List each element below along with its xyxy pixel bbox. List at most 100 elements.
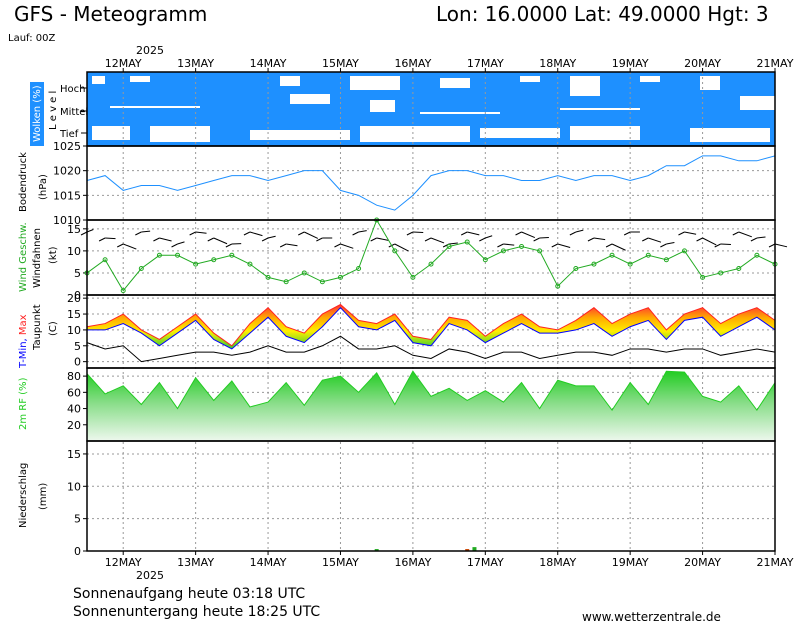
date-label-top: 21MAY bbox=[757, 57, 794, 70]
temperature-ytick-label: 5 bbox=[74, 340, 81, 353]
wind-speed-point bbox=[736, 266, 742, 272]
source-site: www.wetterzentrale.de bbox=[582, 610, 721, 624]
wind-barb bbox=[195, 231, 207, 234]
humidity-ytick-label: 80 bbox=[67, 370, 81, 383]
cloud-gap bbox=[250, 130, 350, 140]
temperature-unit-label: (C) bbox=[48, 321, 59, 336]
wind-barb-feather bbox=[406, 231, 414, 236]
date-label-bottom: 14MAY bbox=[250, 556, 287, 569]
wind-barb bbox=[611, 243, 626, 251]
cloud-gap bbox=[700, 76, 720, 90]
date-label-top: 20MAY bbox=[684, 57, 721, 70]
temperature-band bbox=[87, 304, 775, 349]
wind-barb-feather bbox=[497, 243, 504, 248]
cloud-gap bbox=[570, 126, 640, 140]
wind-speed-point bbox=[283, 279, 289, 285]
wind-barb-feather bbox=[298, 231, 305, 236]
date-label-bottom: 15MAY bbox=[322, 556, 359, 569]
wind-barb bbox=[575, 229, 584, 233]
wind-speed-point bbox=[175, 252, 181, 258]
wind-barb-feather bbox=[225, 243, 233, 248]
wind-barb-feather bbox=[533, 237, 540, 242]
precipitation-ytick-label: 5 bbox=[74, 513, 81, 526]
wind-speed-point bbox=[247, 261, 253, 267]
wind-barb-feather bbox=[80, 231, 88, 236]
wind-barb bbox=[702, 237, 717, 246]
date-label-top: 13MAY bbox=[177, 57, 214, 70]
precip-bar bbox=[472, 547, 477, 551]
pressure-ytick-label: 1025 bbox=[53, 140, 81, 153]
sunrise-text: Sonnenaufgang heute 03:18 UTC bbox=[73, 586, 306, 602]
wind-speed-point bbox=[718, 270, 724, 276]
wind-speed-point bbox=[211, 257, 217, 263]
wind-ytick-label: 0 bbox=[74, 289, 81, 302]
wind-speed-point bbox=[428, 261, 434, 267]
wind-barb-feather bbox=[171, 243, 178, 248]
cloud-gap bbox=[370, 100, 395, 112]
cloud-level-axis-label: L e v e l bbox=[48, 91, 59, 130]
wind-barb bbox=[177, 241, 185, 245]
date-label-bottom: 20MAY bbox=[684, 556, 721, 569]
wind-barb bbox=[430, 237, 445, 244]
wind-barb bbox=[286, 243, 298, 247]
cloud-gap bbox=[420, 112, 500, 114]
wind-speed-point bbox=[319, 279, 325, 285]
wind-barb-feather bbox=[605, 243, 613, 248]
cloud-gap bbox=[92, 126, 130, 140]
wind-barb-feather bbox=[135, 231, 142, 236]
wind-barb bbox=[774, 243, 788, 248]
wind-barb-feather bbox=[424, 237, 432, 242]
wind-barb bbox=[666, 242, 675, 245]
wind-speed-point bbox=[681, 248, 687, 254]
date-label-top: 19MAY bbox=[612, 57, 649, 70]
wind-speed-point bbox=[301, 270, 307, 276]
temperature-ytick-label: 0 bbox=[74, 356, 81, 369]
date-label-top: 18MAY bbox=[539, 57, 576, 70]
wind-barb bbox=[684, 231, 697, 235]
wind-barb bbox=[123, 243, 137, 250]
date-label-bottom: 18MAY bbox=[539, 556, 576, 569]
wind-barb-feather bbox=[750, 237, 758, 242]
humidity-ylabel: 2m RF (%) bbox=[18, 377, 29, 430]
precipitation-ytick-label: 10 bbox=[67, 480, 81, 493]
wind-barb-feather bbox=[551, 243, 558, 248]
year-label-top: 2025 bbox=[136, 44, 164, 57]
date-label-top: 17MAY bbox=[467, 57, 504, 70]
date-label-top: 12MAY bbox=[105, 57, 142, 70]
wind-barb bbox=[539, 236, 549, 239]
precipitation-ytick-label: 0 bbox=[74, 545, 81, 558]
wind-barb bbox=[593, 237, 606, 241]
tmax-line bbox=[86, 303, 776, 347]
wind-barb-feather bbox=[678, 231, 685, 236]
wind-barb-feather bbox=[768, 243, 776, 248]
wind-barb-feather bbox=[714, 243, 721, 248]
wind-barb bbox=[485, 235, 493, 239]
cloud-gap bbox=[130, 76, 150, 82]
wind-speed-point bbox=[265, 274, 271, 280]
cloud-level-label: Hoch bbox=[60, 84, 85, 95]
wind-barb-feather bbox=[352, 231, 359, 236]
wind-barb bbox=[304, 231, 319, 239]
wind-barb-feather bbox=[207, 237, 214, 242]
date-label-bottom: 17MAY bbox=[467, 556, 504, 569]
pressure-ytick-label: 1020 bbox=[53, 165, 81, 178]
wind-speed-point bbox=[410, 274, 416, 280]
cloud-gap bbox=[690, 128, 770, 142]
wind-barb bbox=[105, 237, 116, 240]
pressure-ylabel: Bodendruck bbox=[18, 152, 29, 212]
wind-barb bbox=[159, 237, 172, 242]
chart-title: GFS - Meteogramm bbox=[14, 2, 208, 26]
cloud-level-label: Tief bbox=[59, 129, 79, 140]
wind-barb bbox=[340, 243, 354, 249]
year-label-bottom: 2025 bbox=[136, 569, 164, 582]
cloud-ylabel-bg bbox=[30, 82, 44, 146]
wind-speed-point bbox=[102, 257, 108, 263]
wind-speed-point bbox=[500, 248, 506, 254]
wind-barb bbox=[648, 237, 662, 243]
wind-ytick-label: 5 bbox=[74, 267, 81, 280]
wind-speed-point bbox=[392, 248, 398, 254]
wind-speed-point bbox=[446, 243, 452, 249]
wind-speed-point bbox=[700, 274, 706, 280]
wind-barb-feather bbox=[261, 237, 269, 242]
sunset-text: Sonnenuntergang heute 18:25 UTC bbox=[73, 604, 321, 620]
